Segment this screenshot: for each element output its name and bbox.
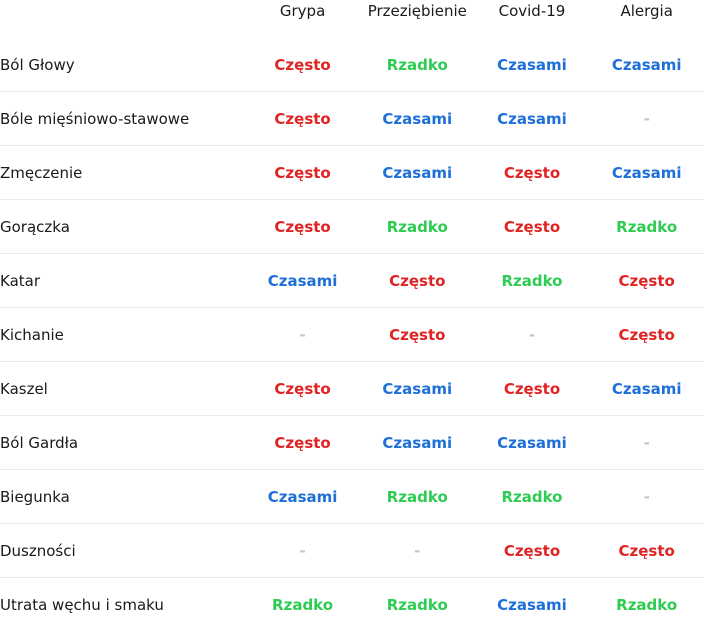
column-header-alergia: Alergia [620,2,673,20]
symptom-label: Katar [0,271,41,290]
symptom-label: Bóle mięśniowo-stawowe [0,109,190,128]
symptom-label: Ból Głowy [0,55,75,74]
table-row: Utrata węchu i smaku Rzadko Rzadko Czasami R… [0,578,704,632]
frequency-cell: Czasami [611,379,682,398]
frequency-cell: Często [274,163,331,182]
table-row: Kaszel Często Czasami Często Czasami [0,362,704,416]
frequency-cell: Rzadko [501,487,563,506]
frequency-cell: Czasami [497,109,567,128]
symptom-label: Biegunka [0,487,70,506]
frequency-cell: - [299,325,306,344]
frequency-cell: - [643,109,650,128]
column-header-covid: Covid-19 [498,2,566,20]
table-row: Bóle mięśniowo-stawowe Często Czasami Czasa… [0,92,704,146]
frequency-cell: Rzadko [386,487,448,506]
frequency-cell: Rzadko [501,271,563,290]
symptom-label: Utrata węchu i smaku [0,596,164,614]
table-row: Zmęczenie Często Czasami Często Czasami [0,146,704,200]
table-row: Gorączka Często Rzadko Często Rzadko [0,200,704,254]
column-header-grypa: Grypa [279,2,326,20]
symptom-label: Ból Gardła [0,433,79,452]
frequency-cell: Czasami [382,379,453,398]
table-row: Duszności - - Często Często [0,524,704,578]
table-header: Grypa Przeziębienie Covid-19 Alergia [0,0,704,38]
frequency-cell: Często [618,325,675,344]
frequency-cell: - [299,541,306,560]
column-header-przeziebienie: Przeziębienie [367,2,467,20]
frequency-cell: Czasami [382,109,453,128]
frequency-cell: Czasami [382,433,453,452]
frequency-cell: Rzadko [272,596,334,614]
frequency-cell: Często [274,55,331,74]
frequency-cell: Często [274,217,331,236]
table-row: Ból Głowy Często Rzadko Czasami Czasami [0,38,704,92]
frequency-cell: Często [503,541,561,560]
table-row: Katar Czasami Często Rzadko Często [0,254,704,308]
symptom-label: Kaszel [0,379,48,398]
frequency-cell: - [643,433,650,452]
frequency-cell: - [643,487,650,506]
frequency-cell: Rzadko [386,596,448,614]
frequency-cell: Czasami [611,163,682,182]
frequency-cell: Rzadko [386,217,448,236]
frequency-cell: - [414,541,421,560]
frequency-cell: Często [618,541,675,560]
frequency-cell: Często [503,217,561,236]
symptom-label: Gorączka [0,217,70,236]
frequency-cell: Często [503,379,561,398]
frequency-cell: Czasami [497,433,567,452]
frequency-cell: Często [389,325,446,344]
symptom-label: Duszności [0,541,76,560]
frequency-cell: Często [503,163,561,182]
frequency-cell: Czasami [382,163,453,182]
symptom-label: Zmęczenie [0,163,83,182]
frequency-cell: Czasami [497,596,567,614]
table-row: Biegunka Czasami Rzadko Rzadko - [0,470,704,524]
frequency-cell: Często [274,433,331,452]
table-row: Kichanie - Często - Często [0,308,704,362]
frequency-cell: - [528,325,536,344]
frequency-cell: Często [618,271,675,290]
table-row: Ból Gardła Często Czasami Czasami - [0,416,704,470]
frequency-cell: Rzadko [616,217,678,236]
frequency-cell: Często [389,271,446,290]
frequency-cell: Często [274,379,331,398]
table-body: Ból Głowy Często Rzadko Czasami Czasami Bóle … [0,38,704,632]
frequency-cell: Rzadko [616,596,678,614]
frequency-cell: Czasami [267,487,338,506]
frequency-cell: Czasami [497,55,567,74]
symptom-label: Kichanie [0,325,64,344]
frequency-cell: Czasami [611,55,682,74]
frequency-cell: Czasami [267,271,338,290]
frequency-cell: Rzadko [386,55,448,74]
frequency-cell: Często [274,109,331,128]
